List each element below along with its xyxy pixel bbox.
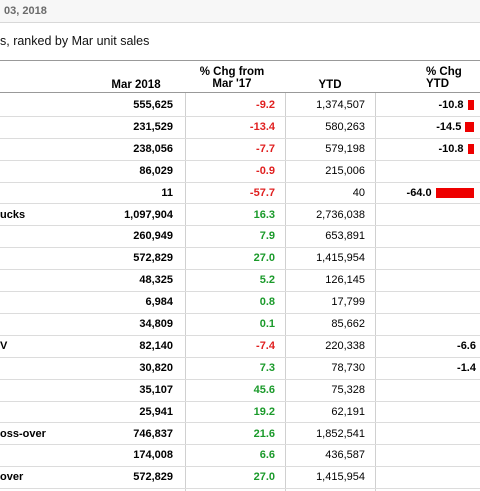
mar-2018-value: 30,820 (139, 361, 173, 374)
ytd-value: 579,198 (325, 142, 365, 155)
ytd-value: 1,852,541 (316, 427, 365, 440)
pct-chg-mar-value: 6.6 (259, 449, 275, 462)
pct-chg-mar-value: -0.9 (256, 164, 275, 177)
pct-chg-mar-value: 45.6 (253, 383, 275, 396)
mar-2018-value: 34,809 (139, 318, 173, 330)
ytd-chg-bar (467, 143, 474, 154)
pct-chg-ytd-value: -6.6 (457, 339, 476, 352)
pct-chg-mar-value: 5.2 (259, 274, 275, 287)
mar-2018-value: 86,029 (139, 164, 173, 177)
pct-chg-ytd-value: -1.4 (457, 361, 476, 374)
table-row: 30,820 7.3 78,730 -1.4 (0, 357, 480, 380)
ytd-value: 1,415,954 (316, 252, 365, 265)
col-header-pct-chg-ytd: % Chg YTD (426, 66, 462, 90)
table-row: 572,829 27.0 1,415,954 (0, 247, 480, 271)
mar-2018-value: 25,941 (139, 405, 173, 418)
header-divider-top (0, 60, 480, 61)
table-row: 260,949 7.9 653,891 (0, 225, 480, 249)
table-row: oss-over 746,837 21.6 1,852,541 (0, 423, 480, 446)
mar-2018-value: 238,056 (133, 142, 173, 155)
ytd-value: 1,415,954 (316, 471, 365, 484)
mar-2018-value: 572,829 (133, 252, 173, 265)
table-row: ucks 1,097,904 16.3 2,736,038 (0, 204, 480, 227)
table-row: 48,325 5.2 126,145 (0, 269, 480, 293)
mar-2018-value: 231,529 (133, 120, 173, 133)
col-header-mar-2018: Mar 2018 (111, 79, 161, 91)
report-date: 03, 2018 (4, 5, 47, 17)
ytd-value: 62,191 (331, 405, 365, 418)
pct-chg-ytd-value: -10.8 (438, 99, 464, 111)
col-header-ytd: YTD (318, 79, 342, 91)
pct-chg-mar-value: 27.0 (253, 252, 275, 265)
pct-chg-mar-value: -57.7 (249, 186, 275, 199)
ytd-value: 40 (352, 186, 365, 199)
ytd-chg-bar (467, 100, 474, 110)
ytd-value: 580,263 (325, 120, 365, 133)
table-row: 25,941 19.2 62,191 (0, 401, 480, 424)
pct-chg-ytd-value: -10.8 (438, 142, 464, 155)
table-row: 6,984 0.8 17,799 (0, 291, 480, 314)
ytd-value: 75,328 (331, 383, 365, 396)
mar-2018-value: 260,949 (133, 230, 173, 243)
row-label: ucks (0, 208, 26, 221)
pct-chg-mar-value: 7.3 (259, 361, 275, 374)
mar-2018-value: 48,325 (139, 274, 173, 287)
table-subtitle: s, ranked by Mar unit sales (0, 34, 150, 48)
ytd-value: 126,145 (325, 274, 365, 287)
pct-chg-mar-value: -7.7 (256, 142, 275, 155)
ytd-value: 17,799 (331, 296, 365, 309)
ytd-chg-bar (465, 121, 474, 132)
mar-2018-value: 11 (161, 186, 173, 199)
col-header-pct-chg-mar: % Chg from Mar '17 (199, 66, 265, 90)
mar-2018-value: 82,140 (139, 339, 173, 352)
pct-chg-mar-value: 19.2 (253, 405, 275, 418)
table-row: 35,107 45.6 75,328 (0, 379, 480, 402)
pct-chg-mar-value: 27.0 (253, 471, 275, 484)
ytd-value: 220,338 (325, 339, 365, 352)
header-divider-bottom (0, 92, 480, 93)
pct-chg-mar-value: 16.3 (253, 208, 275, 221)
ytd-value: 85,662 (331, 318, 365, 330)
mar-2018-value: 35,107 (139, 383, 173, 396)
table-row: V 82,140 -7.4 220,338 -6.6 (0, 335, 480, 358)
row-label: over (0, 471, 24, 484)
mar-2018-value: 746,837 (133, 427, 173, 440)
ytd-value: 653,891 (325, 230, 365, 243)
table-row: 555,625 -9.2 1,374,507 -10.8 (0, 94, 480, 117)
ytd-value: 215,006 (325, 164, 365, 177)
mar-2018-value: 555,625 (133, 99, 173, 111)
table-row: 231,529 -13.4 580,263 -14.5 (0, 116, 480, 139)
row-label: oss-over (0, 427, 46, 440)
pct-chg-ytd-value: -14.5 (436, 120, 462, 133)
table-row: 86,029 -0.9 215,006 (0, 160, 480, 183)
ytd-value: 1,374,507 (316, 99, 365, 111)
ytd-chg-bar (435, 187, 474, 198)
table-row: 34,809 0.1 85,662 (0, 313, 480, 336)
date-bar: 03, 2018 (0, 0, 480, 23)
row-label: V (0, 339, 8, 352)
pct-chg-ytd-value: -64.0 (406, 186, 432, 199)
table-row: over 572,829 27.0 1,415,954 (0, 466, 480, 490)
pct-chg-mar-value: 0.1 (259, 318, 275, 330)
mar-2018-value: 174,008 (133, 449, 173, 462)
pct-chg-mar-value: -13.4 (249, 120, 275, 133)
ytd-value: 436,587 (325, 449, 365, 462)
mar-2018-value: 1,097,904 (124, 208, 173, 221)
mar-2018-value: 572,829 (133, 471, 173, 484)
pct-chg-mar-value: 0.8 (259, 296, 275, 309)
table-row: 174,008 6.6 436,587 (0, 444, 480, 468)
pct-chg-mar-value: 7.9 (259, 230, 275, 243)
table-row: 11 -57.7 40 -64.0 (0, 182, 480, 205)
pct-chg-mar-value: 21.6 (253, 427, 275, 440)
table-row: 238,056 -7.7 579,198 -10.8 (0, 138, 480, 161)
ytd-value: 2,736,038 (316, 208, 365, 221)
ytd-value: 78,730 (331, 361, 365, 374)
pct-chg-mar-value: -9.2 (256, 99, 275, 111)
mar-2018-value: 6,984 (145, 296, 173, 309)
pct-chg-mar-value: -7.4 (256, 339, 275, 352)
